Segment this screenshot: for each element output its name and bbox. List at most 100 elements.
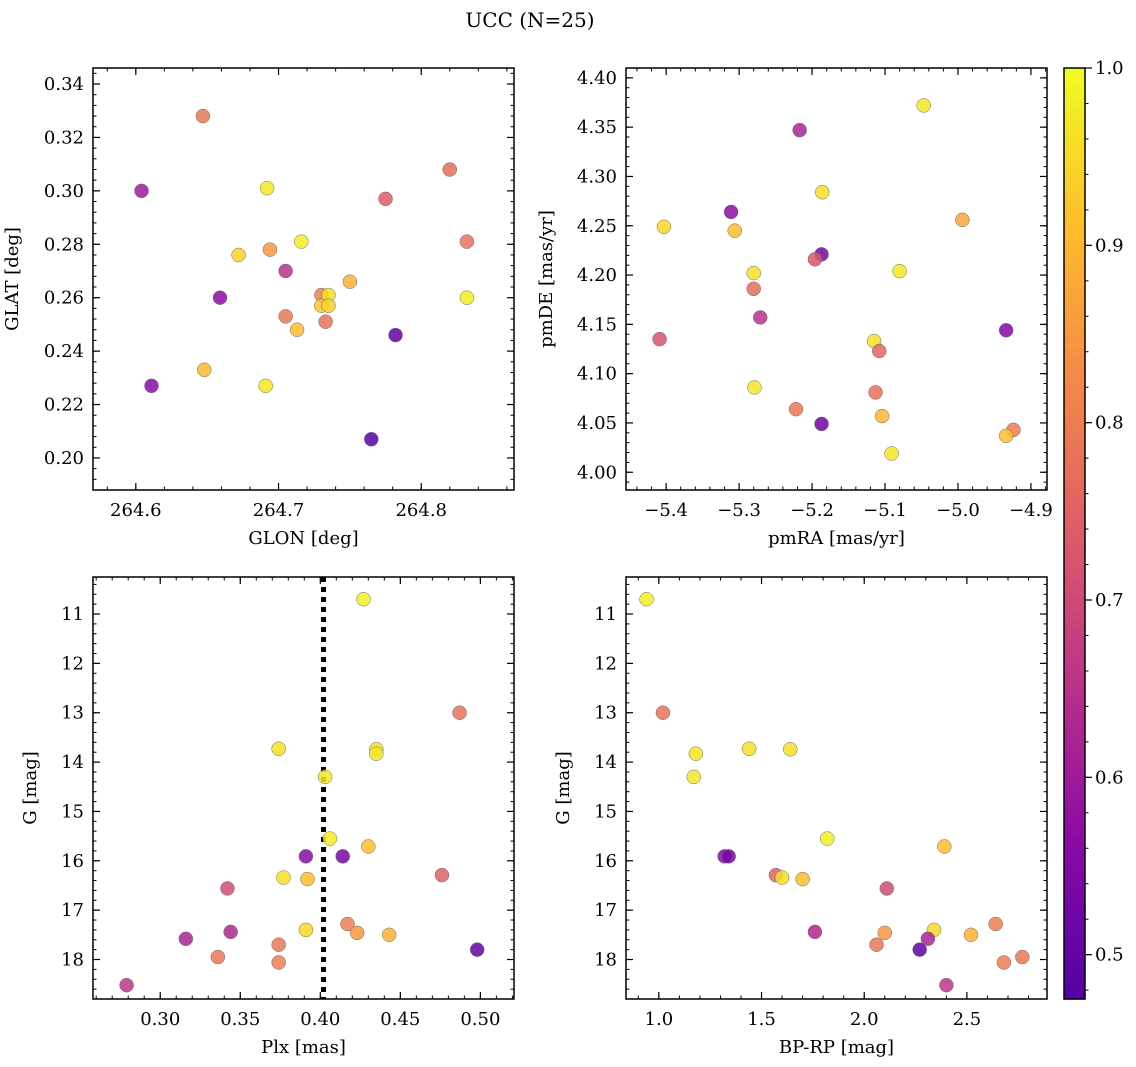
colorbar-segment: [1064, 386, 1085, 395]
data-point: [998, 323, 1014, 338]
colorbar-segment: [1064, 269, 1085, 279]
y-axis-label: GLAT [deg]: [2, 227, 23, 331]
x-tick-label: 2.5: [953, 1009, 982, 1030]
colorbar-segment: [1064, 424, 1085, 434]
data-point: [278, 263, 293, 279]
data-point: [807, 252, 823, 267]
colorbar-segment: [1064, 316, 1085, 325]
data-point: [912, 942, 927, 957]
colorbar-segment: [1064, 944, 1085, 954]
colorbar-segment: [1064, 223, 1085, 232]
data-point: [364, 432, 379, 447]
colorbar-segment: [1064, 851, 1085, 860]
colorbar-segment: [1064, 230, 1085, 240]
colorbar-segment: [1064, 549, 1085, 558]
colorbar-segment: [1064, 122, 1085, 131]
data-point: [271, 955, 286, 970]
colorbar-segment: [1064, 921, 1085, 930]
y-tick-label: 0.28: [44, 234, 84, 255]
colorbar-segment: [1064, 983, 1085, 992]
colorbar-segment: [1064, 525, 1085, 535]
data-point: [322, 831, 338, 846]
colorbar-segment: [1064, 137, 1085, 147]
axes-frame: [625, 576, 1048, 1000]
x-axis-label: pmRA [mas/yr]: [768, 528, 905, 549]
colorbar-segment: [1064, 867, 1085, 876]
colorbar-segment: [1064, 890, 1085, 899]
y-axis-label: G [mag]: [20, 751, 41, 824]
data-point: [212, 290, 228, 305]
data-point: [639, 591, 654, 607]
data-point: [788, 401, 804, 417]
colorbar-segment: [1064, 649, 1085, 659]
y-tick-label: 11: [61, 604, 84, 625]
colorbar-segment: [1064, 68, 1085, 77]
data-point: [892, 263, 907, 279]
y-tick-label: 14: [61, 752, 84, 773]
data-point: [197, 362, 212, 378]
data-point: [178, 931, 194, 947]
colorbar-segment: [1064, 595, 1085, 604]
colorbar-segment: [1064, 455, 1085, 465]
colorbar-segment: [1064, 440, 1085, 449]
x-tick-label: −5.1: [863, 500, 907, 521]
data-point: [294, 234, 309, 249]
colorbar-tick-label: 0.6: [1095, 767, 1124, 788]
data-point: [874, 408, 890, 424]
panel-glon-glat: 264.6 264.7 264.8 0.20 0.22 0.24 0.26 0.28 0.30 0…: [2, 67, 515, 549]
data-point: [298, 849, 314, 864]
x-tick-label: 264.8: [395, 500, 447, 521]
x-tick-label: 0.45: [380, 1009, 420, 1030]
data-point: [792, 122, 807, 138]
y-tick-label: 16: [61, 851, 84, 872]
data-point: [686, 769, 702, 785]
colorbar-segment: [1064, 642, 1085, 651]
colorbar-segment: [1064, 634, 1085, 643]
colorbar-frame: [1063, 67, 1086, 1000]
data-point: [795, 871, 810, 887]
data-point: [741, 741, 757, 757]
colorbar-segment: [1064, 905, 1085, 915]
data-point: [879, 881, 895, 896]
colorbar-segment: [1064, 145, 1085, 154]
colorbar-segment: [1064, 742, 1085, 752]
colorbar-segment: [1064, 696, 1085, 705]
colorbar-segment: [1064, 975, 1085, 985]
colorbar-segment: [1064, 556, 1085, 566]
data-point: [688, 746, 704, 761]
data-point: [774, 870, 790, 885]
colorbar-segment: [1064, 308, 1085, 317]
data-point: [298, 922, 314, 938]
colorbar-segment: [1064, 812, 1085, 822]
data-point: [318, 314, 333, 329]
y-axis-label: G [mag]: [553, 751, 574, 824]
colorbar-segment: [1064, 362, 1085, 372]
colorbar-segment: [1064, 370, 1085, 379]
colorbar-tick-label: 0.8: [1095, 413, 1124, 434]
data-point: [820, 831, 835, 846]
data-point: [783, 742, 798, 757]
colorbar-segment: [1064, 704, 1085, 713]
colorbar-segment: [1064, 510, 1085, 519]
y-tick-label: 4.30: [577, 166, 617, 187]
colorbar-segment: [1064, 324, 1085, 333]
colorbar-segment: [1064, 936, 1085, 946]
x-tick-label: 0.30: [140, 1009, 180, 1030]
colorbar-segment: [1064, 797, 1085, 806]
colorbar-segment: [1064, 91, 1085, 100]
colorbar-segment: [1064, 843, 1085, 853]
y-tick-label: 13: [594, 703, 617, 724]
data-point: [884, 446, 899, 461]
y-tick-label: 4.05: [577, 413, 617, 434]
data-point: [937, 839, 952, 854]
data-point: [278, 309, 293, 324]
colorbar-segment: [1064, 665, 1085, 674]
colorbar-segment: [1064, 83, 1085, 92]
colorbar-segment: [1064, 417, 1085, 426]
colorbar-segment: [1064, 393, 1085, 403]
x-tick-label: 0.50: [460, 1009, 500, 1030]
data-point: [988, 916, 1003, 932]
colorbar-segment: [1064, 657, 1085, 666]
data-point: [727, 223, 742, 238]
data-point: [939, 977, 954, 993]
